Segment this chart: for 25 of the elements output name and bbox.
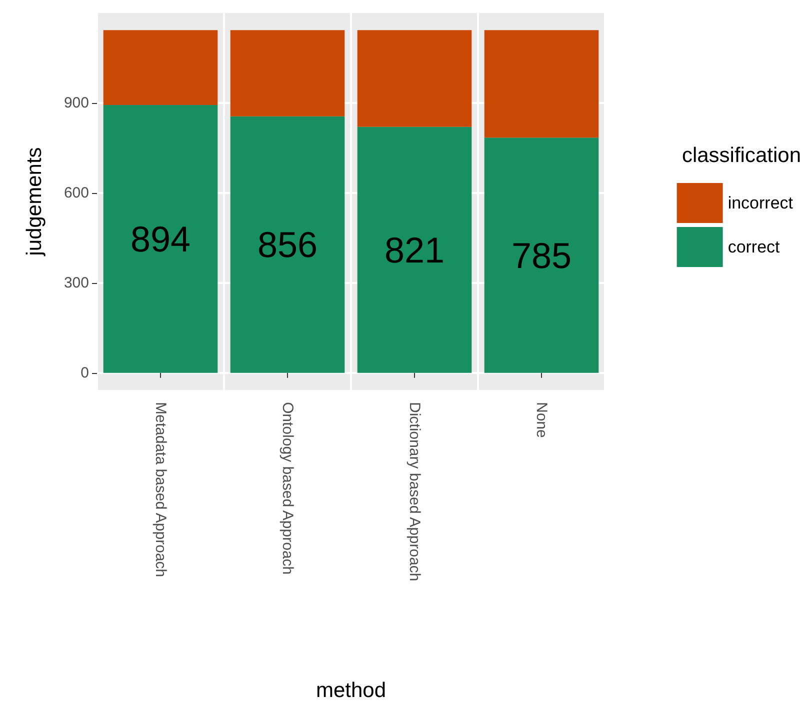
bar xyxy=(357,126,472,373)
bar xyxy=(230,116,345,373)
x-tick-label: None xyxy=(533,402,550,438)
bar xyxy=(103,30,218,105)
bar xyxy=(103,105,218,373)
data-label: 785 xyxy=(511,234,572,276)
bar xyxy=(357,30,472,127)
x-tick-label: Metadata based Approach xyxy=(152,402,169,578)
data-label: 821 xyxy=(384,229,445,270)
legend-title: classification xyxy=(682,144,802,167)
bar xyxy=(230,30,345,116)
y-axis-title: judgements xyxy=(23,147,46,257)
legend-label: correct xyxy=(728,238,780,256)
x-tick-label: Ontology based Approach xyxy=(279,402,296,575)
data-label: 856 xyxy=(257,224,318,266)
y-tick-label: 600 xyxy=(64,184,89,202)
y-tick-label: 300 xyxy=(64,274,89,292)
bar xyxy=(484,30,599,138)
data-label: 894 xyxy=(130,218,191,260)
y-tick-label: 0 xyxy=(80,364,89,382)
bar xyxy=(484,138,599,373)
x-tick-label: Dictionary based Approach xyxy=(406,402,423,582)
legend-label: incorrect xyxy=(728,194,794,212)
x-axis-title: method xyxy=(316,679,386,702)
y-tick-label: 900 xyxy=(64,94,89,112)
